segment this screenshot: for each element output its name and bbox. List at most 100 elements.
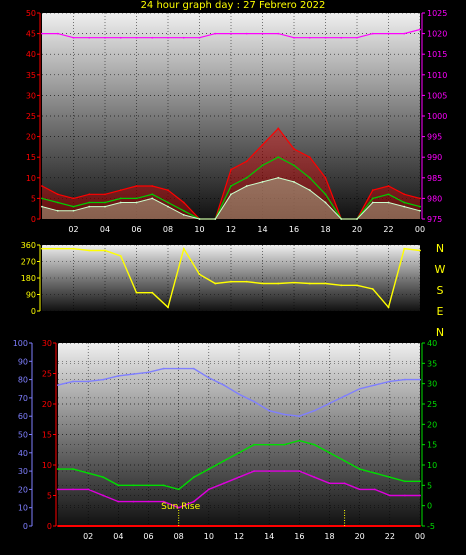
avg-wind-series-point (119, 201, 122, 204)
dewpoint-series-point (87, 488, 90, 491)
direction-series-point (198, 273, 201, 276)
avg-wind-series-point (135, 201, 138, 204)
humidity-series-point (192, 367, 195, 370)
temperature-series-point (388, 476, 391, 479)
temperature-series-point (419, 480, 421, 483)
direction-series-point (182, 247, 185, 250)
humidity-series-point (404, 378, 406, 381)
rain-series-point (313, 525, 316, 527)
temp-right-axis-tick-label: 35 (427, 359, 437, 368)
wind-series-point (403, 193, 406, 196)
humidity-series-point (373, 384, 376, 386)
gust-series-point (261, 164, 264, 167)
temperature-series-point (192, 476, 195, 479)
temperature-series-point (57, 468, 59, 470)
humidity-axis-tick-label: 80 (18, 376, 28, 385)
temperature-series-point (358, 468, 361, 470)
dewpoint-series-point (373, 488, 376, 491)
humidity-series-point (207, 376, 210, 379)
chart-title: 24 hour graph day : 27 Febrero 2022 (140, 0, 326, 11)
humidity-series-point (283, 413, 286, 416)
humidity-series-point (147, 371, 150, 374)
temperature-series-point (253, 443, 255, 446)
pressure-axis-tick-label: 990 (427, 153, 442, 162)
gust-series-point (403, 201, 406, 204)
pressure-series-point (293, 36, 295, 39)
dewpoint-series-point (313, 476, 316, 479)
dewpoint-series-point (162, 500, 165, 503)
temp-right-axis-tick-label: 0 (427, 502, 432, 511)
dewpoint-series-point (117, 500, 120, 503)
wind-series-point (308, 156, 311, 159)
rain-series-point (57, 525, 59, 527)
pressure-axis-tick-label: 1015 (427, 50, 447, 59)
humidity-axis-tick-label: 0 (23, 522, 28, 531)
humidity-series-point (328, 402, 331, 405)
direction-series-point (293, 281, 295, 284)
temperature-series-point (298, 439, 301, 442)
dewpoint-series-point (253, 470, 255, 472)
pressure-series-point (230, 32, 232, 35)
pressure-series-point (56, 32, 59, 35)
pressure-series-point (403, 32, 406, 35)
humidity-series-point (162, 367, 165, 370)
dewpoint-series-point (72, 488, 74, 491)
rain-series-point (192, 525, 195, 527)
pressure-series-point (340, 36, 343, 39)
gust-series-point (277, 156, 280, 159)
direction-series-point (214, 282, 217, 285)
pressure-series-point (88, 36, 91, 39)
humidity-series-point (268, 409, 271, 412)
direction-series-point (277, 282, 280, 285)
rain-series-point (207, 525, 210, 527)
temp-axis-tick-label: 25 (42, 370, 52, 379)
gust-series-point (387, 193, 390, 196)
dewpoint-series-point (207, 488, 210, 491)
direction-series-point (104, 249, 106, 252)
temp-axis-tick-label: 0 (47, 522, 52, 531)
avg-wind-series-point (277, 176, 280, 179)
pressure-series-point (387, 32, 390, 35)
humidity-axis-tick-label: 30 (18, 467, 28, 476)
dewpoint-series-point (57, 488, 59, 491)
wind-axis-tick-label: 15 (26, 153, 36, 162)
temp-axis-tick-label: 10 (42, 461, 52, 470)
wind-series-point (261, 143, 264, 146)
rain-series-point (283, 525, 286, 527)
direction-series-point (245, 280, 248, 283)
humidity-axis-tick-label: 70 (18, 394, 28, 403)
temp-right-axis-tick-label: 5 (427, 481, 432, 490)
pressure-series-point (119, 36, 122, 39)
rain-series-point (223, 525, 225, 527)
gust-series-point (119, 197, 122, 200)
gust-series-point (56, 201, 59, 204)
pressure-series-point (135, 36, 138, 39)
dewpoint-series-point (283, 470, 286, 472)
avg-wind-series-point (230, 193, 232, 196)
pressure-series-point (277, 32, 280, 35)
humidity-series-point (132, 373, 135, 376)
temperature-series-point (162, 484, 165, 487)
dewpoint-series-point (328, 482, 331, 485)
wind-series-point (387, 185, 390, 187)
temperature-series-point (177, 488, 180, 491)
dewpoint-series-point (147, 500, 150, 503)
x-tick-label-1-20: 20 (352, 225, 362, 234)
humidity-series-point (177, 367, 180, 370)
direction-series-point (356, 284, 358, 287)
wind-axis-tick-label: 25 (26, 112, 36, 121)
avg-wind-series-point (182, 213, 185, 216)
pressure-series-point (261, 32, 264, 35)
temperature-series-point (373, 472, 376, 475)
pressure-series-point (198, 36, 201, 39)
wind-series-point (230, 168, 232, 171)
direction-series-point (324, 282, 327, 285)
pressure-series-point (356, 36, 358, 39)
temperature-series-point (72, 468, 74, 470)
temperature-series-point (87, 472, 90, 475)
x-tick-label-1-16: 16 (289, 225, 299, 234)
temp-axis-tick-label: 5 (47, 492, 52, 501)
dewpoint-series-point (388, 494, 391, 497)
humidity-series-point (57, 384, 59, 386)
